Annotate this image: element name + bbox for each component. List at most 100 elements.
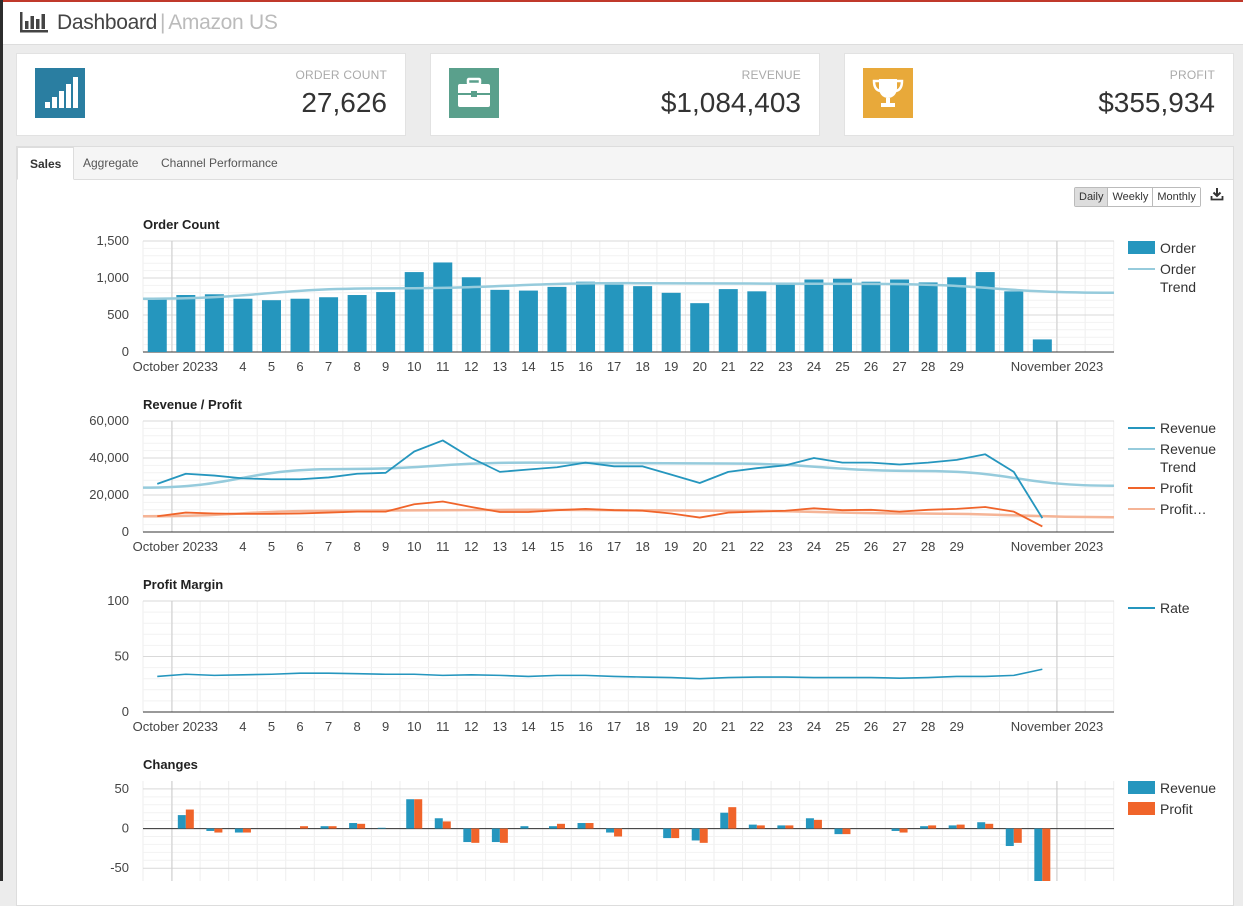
y-tick-label: 60,000 (89, 413, 129, 428)
title-separator: | (160, 11, 166, 34)
x-tick-label: 6 (296, 359, 303, 374)
legend-label: Profit (1160, 801, 1193, 817)
profit-card: PROFIT $355,934 (844, 53, 1234, 136)
x-tick-label: 24 (807, 719, 821, 734)
x-tick-label: 10 (407, 719, 421, 734)
x-tick-label: 27 (892, 359, 906, 374)
profit-change-bar (699, 828, 708, 843)
revenue-change-bar (177, 815, 186, 829)
x-tick-label: 14 (521, 719, 535, 734)
chart-title: Order Count (143, 217, 220, 232)
profit-change-bar (328, 826, 337, 829)
x-tick-label: 22 (750, 539, 764, 554)
x-tick-label: 29 (949, 539, 963, 554)
rate-line (157, 668, 1043, 680)
x-tick-label: 19 (664, 359, 678, 374)
monthly-button[interactable]: Monthly (1153, 188, 1200, 206)
daily-button[interactable]: Daily (1075, 188, 1109, 206)
revenue-change-bar (748, 824, 757, 829)
x-tick-label: 17 (607, 359, 621, 374)
y-tick-label: 0 (122, 344, 129, 359)
order-bar (176, 295, 196, 352)
x-tick-label: 24 (807, 359, 821, 374)
x-tick-label: 6 (296, 719, 303, 734)
download-icon[interactable] (1210, 187, 1224, 201)
profit-change-bar (471, 828, 480, 843)
x-tick-label: 19 (664, 719, 678, 734)
chart-3 (142, 781, 1155, 881)
briefcase-icon (449, 68, 499, 118)
x-tick-label: 20 (692, 359, 706, 374)
order-bar (747, 291, 767, 352)
profit-change-bar (442, 821, 451, 829)
tab-sales[interactable]: Sales (17, 147, 75, 180)
x-tick-label: 7 (325, 719, 332, 734)
profit-change-bar (357, 823, 366, 829)
x-tick-label: November 2023 (1011, 359, 1104, 374)
order-bar (661, 292, 681, 352)
order-bar (233, 298, 253, 352)
revenue-change-bar (520, 826, 529, 829)
legend-label: Order (1160, 261, 1196, 277)
x-tick-label: 8 (354, 719, 361, 734)
x-tick-label: 15 (550, 539, 564, 554)
chart-title: Profit Margin (143, 577, 223, 592)
x-tick-label: 9 (382, 539, 389, 554)
order-bar (518, 290, 538, 352)
revenue-change-bar (320, 826, 329, 829)
window-left-edge (0, 0, 3, 881)
order-bar (947, 277, 967, 352)
revenue-change-bar (720, 812, 729, 829)
x-tick-label: 15 (550, 359, 564, 374)
x-tick-label: 12 (464, 539, 478, 554)
y-tick-label: 1,000 (96, 270, 129, 285)
profit-change-bar (728, 807, 737, 829)
legend-label: Profit… (1160, 501, 1207, 517)
legend-label: Trend (1160, 279, 1196, 295)
order-bar (347, 295, 367, 352)
tab-channel-performance[interactable]: Channel Performance (161, 156, 278, 170)
x-tick-label: 14 (521, 539, 535, 554)
x-tick-label: 7 (325, 359, 332, 374)
x-tick-label: 21 (721, 539, 735, 554)
revenue-change-bar (377, 827, 386, 829)
profit-change-bar (499, 828, 508, 843)
y-tick-label: 20,000 (89, 487, 129, 502)
x-tick-label: 12 (464, 719, 478, 734)
x-tick-label: 20 (692, 539, 706, 554)
tab-aggregate[interactable]: Aggregate (83, 156, 139, 170)
x-tick-label: 9 (382, 719, 389, 734)
y-tick-label: 50 (115, 649, 129, 664)
order-count-card: ORDER COUNT 27,626 (16, 53, 406, 136)
order-bar (832, 278, 852, 352)
x-tick-label: 16 (578, 719, 592, 734)
chart-0 (142, 240, 1155, 353)
trophy-icon (863, 68, 913, 118)
legend-label: Trend (1160, 459, 1196, 475)
revenue-change-bar (891, 828, 900, 831)
x-tick-label: 27 (892, 719, 906, 734)
x-tick-label: 11 (436, 539, 450, 554)
x-tick-label: 18 (635, 359, 649, 374)
x-tick-label: 8 (354, 539, 361, 554)
y-tick-label: 0 (122, 524, 129, 539)
y-tick-label: 500 (107, 307, 129, 322)
legend-label: Profit (1160, 480, 1193, 496)
weekly-button[interactable]: Weekly (1108, 188, 1154, 206)
profit-change-bar (813, 819, 822, 829)
y-tick-label: 50 (115, 781, 129, 796)
x-tick-label: 26 (864, 719, 878, 734)
x-tick-label: 9 (382, 359, 389, 374)
profit-change-bar (899, 828, 908, 833)
x-tick-label: 10 (407, 539, 421, 554)
order-bar (775, 283, 795, 352)
revenue-trend-line (142, 461, 1115, 489)
sales-panel: Sales Aggregate Channel Performance Dail… (16, 146, 1234, 906)
x-tick-label: 3 (211, 539, 218, 554)
x-tick-label: 13 (493, 359, 507, 374)
x-tick-label: 13 (493, 719, 507, 734)
x-tick-label: 16 (578, 359, 592, 374)
marketplace-name: Amazon US (168, 11, 278, 34)
profit-change-bar (1013, 828, 1022, 843)
revenue-label: REVENUE (741, 68, 801, 82)
